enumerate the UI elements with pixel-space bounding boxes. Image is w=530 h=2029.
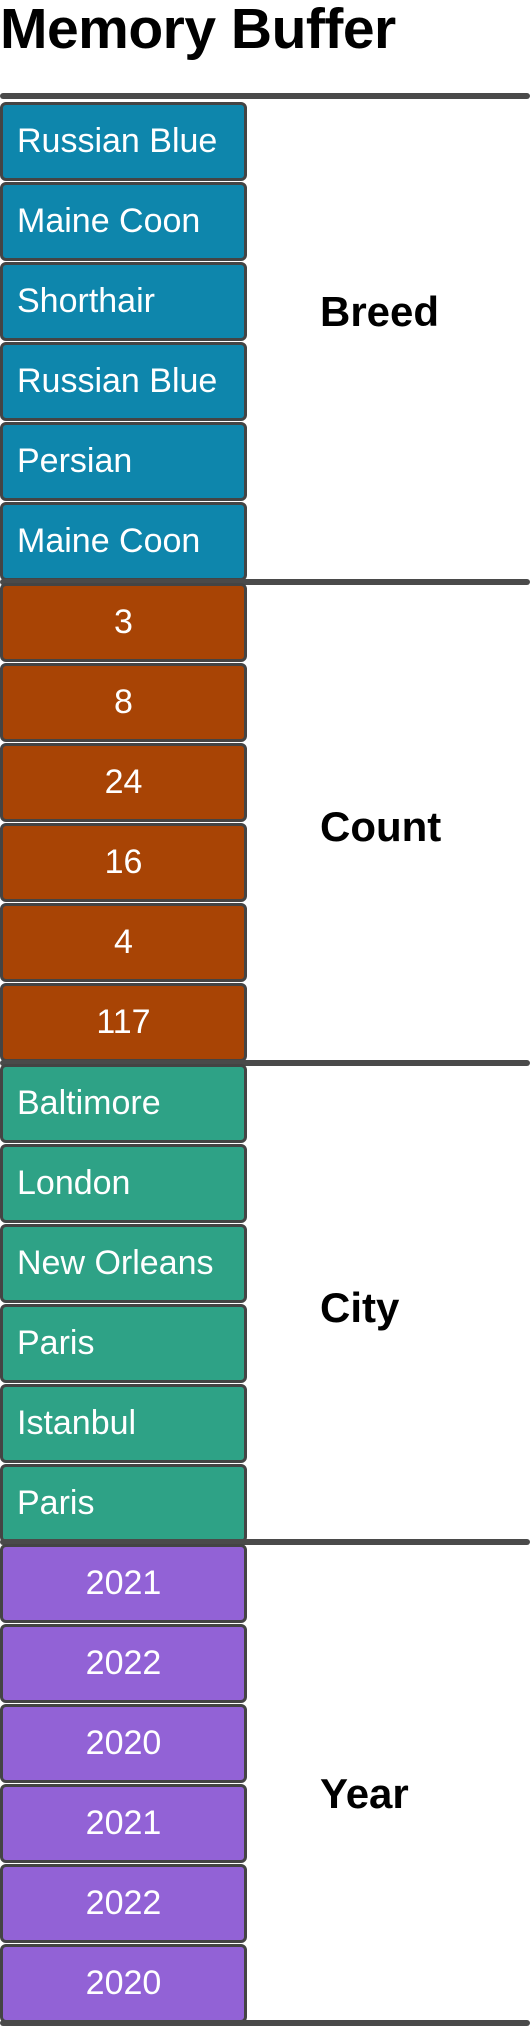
buffer-cell: 2021 (0, 1784, 247, 1863)
buffer-cell: Istanbul (0, 1384, 247, 1463)
buffer-cell: 117 (0, 983, 247, 1062)
buffer-cell: 3 (0, 583, 247, 662)
buffer-cell: Maine Coon (0, 182, 247, 261)
buffer-cell: 2020 (0, 1704, 247, 1783)
separator (0, 1060, 530, 1066)
separator (0, 1539, 530, 1545)
separator (0, 2020, 530, 2026)
buffer-cell: 16 (0, 823, 247, 902)
buffer-cell: 24 (0, 743, 247, 822)
buffer-cell: Paris (0, 1464, 247, 1543)
separator (0, 579, 530, 585)
buffer-cell: Maine Coon (0, 502, 247, 581)
group-label: Year (320, 1770, 409, 1817)
buffer-cell: 4 (0, 903, 247, 982)
buffer-cell: 2020 (0, 1944, 247, 2023)
buffer-cell: Shorthair (0, 262, 247, 341)
buffer-cell: Persian (0, 422, 247, 501)
buffer-cell: Paris (0, 1304, 247, 1383)
group-label: Count (320, 803, 442, 850)
group-label: City (320, 1284, 400, 1331)
group-label: Breed (320, 288, 440, 335)
page-title: Memory Buffer (0, 0, 396, 61)
buffer-cell: New Orleans (0, 1224, 247, 1303)
separator (0, 93, 530, 99)
buffer-cell: Russian Blue (0, 102, 247, 181)
buffer-cell: Russian Blue (0, 342, 247, 421)
buffer-cell: 2021 (0, 1544, 247, 1623)
buffer-cell: Baltimore (0, 1064, 247, 1143)
buffer-cell: 8 (0, 663, 247, 742)
buffer-cell: 2022 (0, 1864, 247, 1943)
buffer-cell: 2022 (0, 1624, 247, 1703)
buffer-cell: London (0, 1144, 247, 1223)
